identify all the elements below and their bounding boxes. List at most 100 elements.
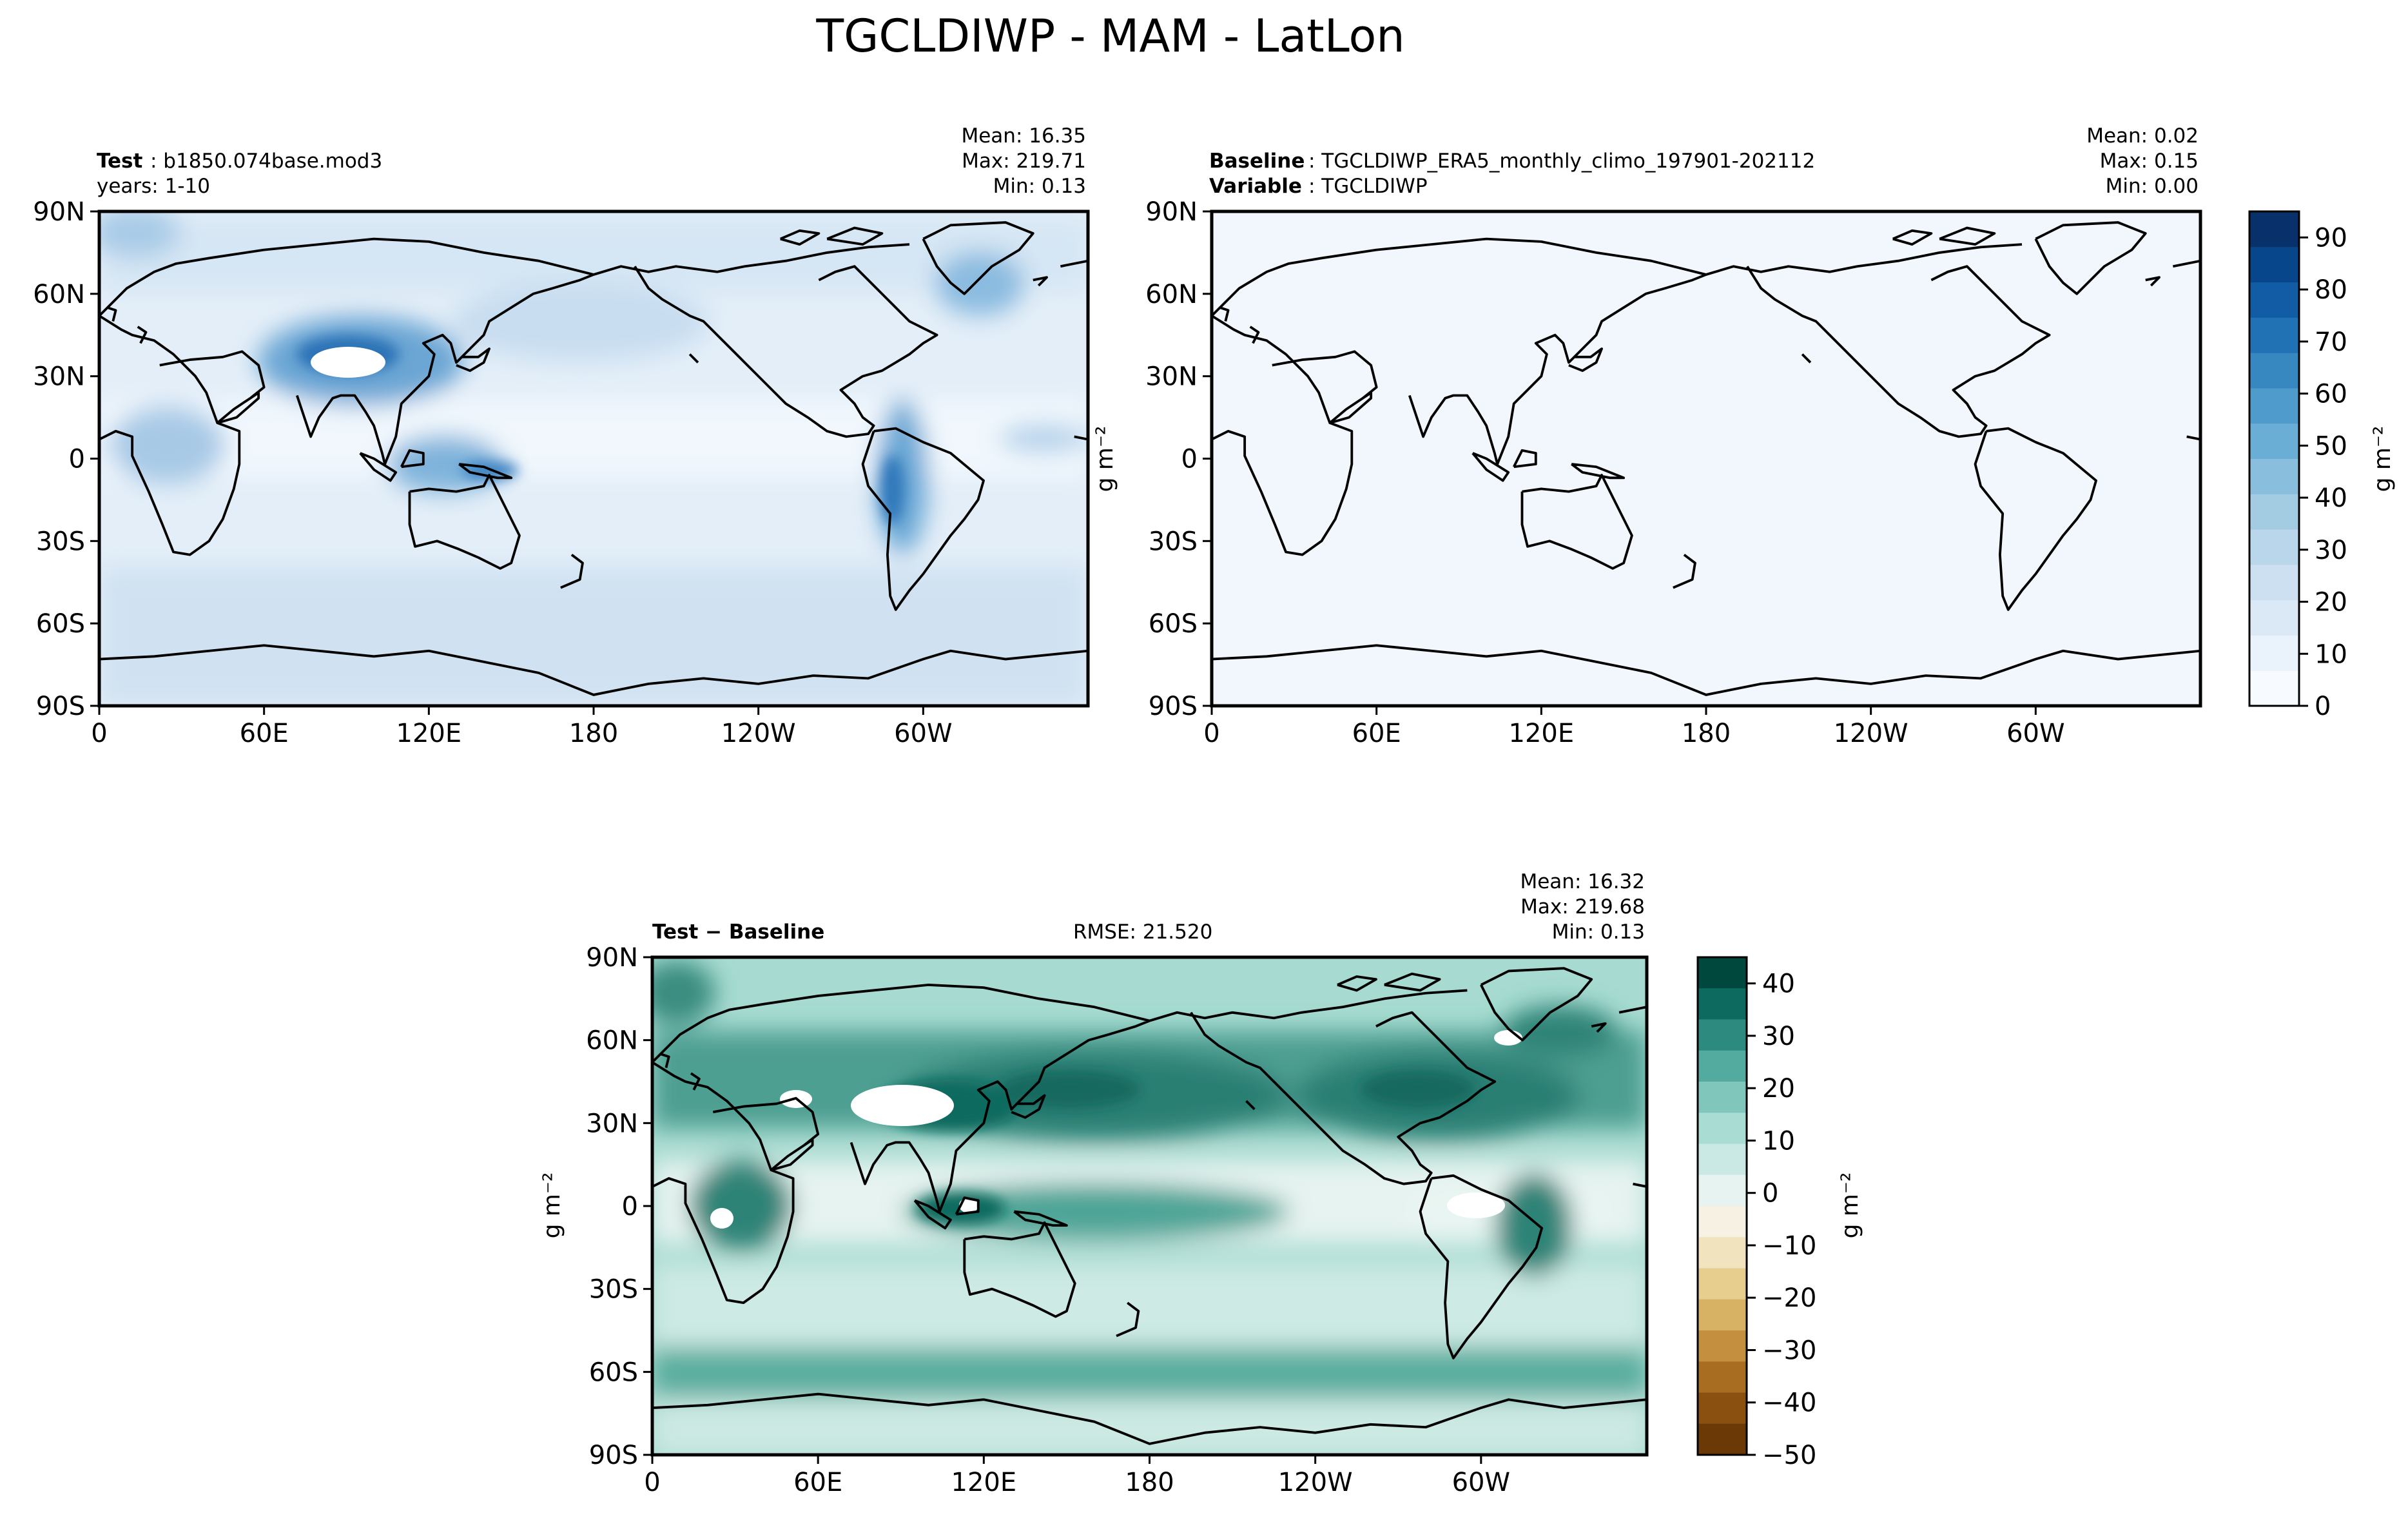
diff-map-field bbox=[652, 957, 1647, 1455]
baseline-axis-ticks: 0 60E 120E 180 120W 60W 90N 60N 30N 0 30S 60S 90S bbox=[1145, 197, 2064, 748]
baseline-ytick-label: 30S bbox=[1149, 527, 1198, 556]
baseline-label-text: : TGCLDIWP_ERA5_monthly_climo_197901-202… bbox=[1308, 150, 1815, 173]
colorbar-diff-swatch bbox=[1698, 1423, 1747, 1455]
diff-rmse: RMSE: 21.520 bbox=[1073, 920, 1212, 944]
colorbar-main-swatch bbox=[2249, 458, 2299, 494]
diff-ytick-label: 60N bbox=[586, 1026, 638, 1056]
colorbar-diff-swatch bbox=[1698, 1174, 1747, 1207]
baseline-left-unit: g m⁻² bbox=[1092, 426, 1118, 492]
diff-ytick-label: 90S bbox=[589, 1441, 638, 1470]
baseline-map-field bbox=[1212, 211, 2200, 706]
baseline-xtick-label: 60W bbox=[2006, 719, 2064, 748]
colorbar-diff-tick-label: 0 bbox=[1762, 1179, 1778, 1209]
diff-xtick-label: 60W bbox=[1452, 1468, 1510, 1497]
colorbar-main-unit: g m⁻² bbox=[2369, 426, 2396, 492]
colorbar-main-tick-label: 30 bbox=[2315, 536, 2347, 565]
test-ytick-label: 90N bbox=[33, 197, 85, 227]
diff-label-bold: Test − Baseline bbox=[652, 920, 824, 944]
diff-xtick-label: 180 bbox=[1125, 1468, 1174, 1497]
colorbar-main-swatch bbox=[2249, 317, 2299, 353]
colorbar-main-swatch bbox=[2249, 635, 2299, 671]
colorbar-diff-swatch bbox=[1698, 1143, 1747, 1176]
colorbar-diff-tick-label: −10 bbox=[1762, 1231, 1816, 1261]
colorbar-main: 0 10 20 30 40 50 60 70 80 90 g m⁻² bbox=[2248, 210, 2396, 721]
colorbar-diff-swatch bbox=[1698, 1268, 1747, 1300]
colorbar-main-swatch bbox=[2249, 599, 2299, 636]
colorbar-main-swatch bbox=[2249, 353, 2299, 389]
diff-ytick-label: 90N bbox=[586, 943, 638, 973]
test-ytick-label: 60S bbox=[36, 609, 85, 639]
colorbar-diff-swatch bbox=[1698, 1237, 1747, 1269]
colorbar-diff-swatch bbox=[1698, 957, 1747, 989]
colorbar-main-swatch bbox=[2249, 670, 2299, 706]
test-xtick-label: 60E bbox=[240, 719, 289, 748]
colorbar-main-swatch bbox=[2249, 494, 2299, 530]
test-axis-ticks: 0 60E 120E 180 120W 60W 90N 60N 30N 0 30S 60S 90S bbox=[33, 197, 952, 748]
test-label-text: : b1850.074base.mod3 bbox=[150, 150, 382, 173]
baseline-stat-min: Min: 0.00 bbox=[2106, 175, 2199, 198]
colorbar-diff-tick-label: −30 bbox=[1762, 1336, 1816, 1365]
colorbar-diff-swatch bbox=[1698, 1082, 1747, 1113]
panel-test: Test : b1850.074base.mod3 years: 1-10 Me… bbox=[33, 124, 1090, 748]
baseline-ytick-label: 60N bbox=[1145, 280, 1198, 309]
diff-xtick-label: 120W bbox=[1278, 1468, 1353, 1497]
baseline-xtick-label: 0 bbox=[1203, 719, 1219, 748]
diff-stat-max: Max: 219.68 bbox=[1520, 895, 1645, 919]
diff-left-unit: g m⁻² bbox=[539, 1173, 565, 1239]
diff-ytick-label: 30S bbox=[589, 1275, 638, 1305]
test-ytick-label: 60N bbox=[33, 280, 85, 309]
colorbar-diff-swatch bbox=[1698, 1392, 1747, 1425]
colorbar-diff-swatch bbox=[1698, 1050, 1747, 1082]
test-ytick-label: 0 bbox=[69, 445, 85, 474]
test-xtick-label: 0 bbox=[91, 719, 107, 748]
baseline-xtick-label: 180 bbox=[1682, 719, 1731, 748]
test-ytick-label: 30N bbox=[33, 362, 85, 392]
colorbar-main-swatch bbox=[2249, 282, 2299, 318]
colorbar-diff-tick-label: −40 bbox=[1762, 1388, 1816, 1418]
colorbar-main-tick-label: 40 bbox=[2315, 483, 2347, 513]
colorbar-diff-swatch bbox=[1698, 1019, 1747, 1051]
test-xtick-label: 120E bbox=[396, 719, 462, 748]
colorbar-diff-tick-label: 10 bbox=[1762, 1126, 1795, 1156]
test-years: years: 1-10 bbox=[97, 175, 210, 198]
baseline-stat-mean: Mean: 0.02 bbox=[2086, 124, 2199, 148]
figure-title: TGCLDIWP - MAM - LatLon bbox=[815, 10, 1404, 63]
test-stat-mean: Mean: 16.35 bbox=[961, 124, 1086, 148]
test-ytick-label: 90S bbox=[36, 692, 85, 721]
colorbar-main-tick-label: 80 bbox=[2315, 275, 2347, 305]
colorbar-main-tick-label: 90 bbox=[2315, 223, 2347, 253]
baseline-xtick-label: 120W bbox=[1834, 719, 1908, 748]
colorbar-main-tick-label: 10 bbox=[2315, 639, 2347, 669]
diff-ytick-label: 60S bbox=[589, 1357, 638, 1387]
diff-stat-min: Min: 0.13 bbox=[1552, 920, 1645, 944]
colorbar-diff-swatch bbox=[1698, 988, 1747, 1020]
colorbar-diff-swatch bbox=[1698, 1361, 1747, 1393]
diff-xtick-label: 60E bbox=[793, 1468, 842, 1497]
diff-stat-mean: Mean: 16.32 bbox=[1520, 870, 1645, 893]
colorbar-diff-tick-label: 30 bbox=[1762, 1022, 1795, 1051]
baseline-ytick-label: 0 bbox=[1181, 445, 1198, 474]
diff-xtick-label: 120E bbox=[951, 1468, 1017, 1497]
colorbar-main-tick-label: 60 bbox=[2315, 380, 2347, 409]
baseline-variable-text: : TGCLDIWP bbox=[1308, 175, 1428, 198]
colorbar-diff: 40 30 20 10 0 −10 −20 −30 −40 −50 g m⁻² bbox=[1696, 956, 1863, 1470]
colorbar-diff-swatch bbox=[1698, 1113, 1747, 1144]
colorbar-diff-tick-label: 20 bbox=[1762, 1074, 1795, 1104]
test-label-bold: Test bbox=[97, 150, 143, 173]
colorbar-main-swatch bbox=[2249, 211, 2299, 248]
baseline-stat-max: Max: 0.15 bbox=[2100, 150, 2199, 173]
colorbar-main-tick-label: 0 bbox=[2315, 692, 2331, 721]
test-stat-max: Max: 219.71 bbox=[962, 150, 1086, 173]
colorbar-main-swatch bbox=[2249, 423, 2299, 459]
colorbar-main-swatch bbox=[2249, 564, 2299, 601]
colorbar-main-tick-label: 50 bbox=[2315, 431, 2347, 461]
diff-axis-ticks: 0 60E 120E 180 120W 60W 90N 60N 30N 0 30S 60S 90S bbox=[586, 943, 1510, 1497]
baseline-xtick-label: 120E bbox=[1509, 719, 1575, 748]
baseline-ytick-label: 90N bbox=[1145, 197, 1198, 227]
test-stat-min: Min: 0.13 bbox=[993, 175, 1086, 198]
colorbar-main-tick-label: 20 bbox=[2315, 588, 2347, 618]
colorbar-diff-swatch bbox=[1698, 1299, 1747, 1331]
test-ytick-label: 30S bbox=[36, 527, 85, 556]
colorbar-diff-tick-label: 40 bbox=[1762, 969, 1795, 999]
